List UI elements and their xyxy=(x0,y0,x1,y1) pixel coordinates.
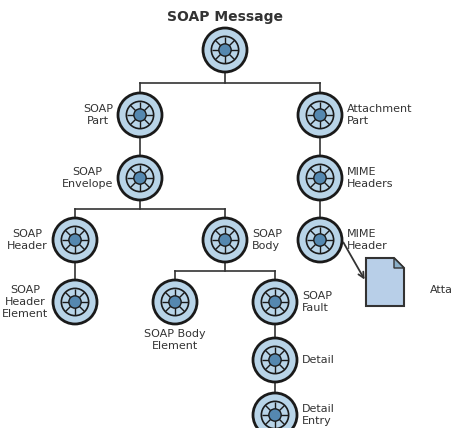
Ellipse shape xyxy=(126,101,154,129)
Ellipse shape xyxy=(153,280,197,324)
Ellipse shape xyxy=(61,288,89,315)
Ellipse shape xyxy=(134,109,146,121)
Ellipse shape xyxy=(69,234,81,246)
Text: MIME
Headers: MIME Headers xyxy=(347,167,394,189)
Text: MIME
Header: MIME Header xyxy=(347,229,388,251)
Text: SOAP Body
Element: SOAP Body Element xyxy=(144,329,206,351)
Ellipse shape xyxy=(134,172,146,184)
Ellipse shape xyxy=(118,93,162,137)
Text: SOAP
Fault: SOAP Fault xyxy=(302,291,332,313)
Ellipse shape xyxy=(118,156,162,200)
Ellipse shape xyxy=(161,288,189,315)
Ellipse shape xyxy=(314,172,326,184)
Ellipse shape xyxy=(306,164,334,192)
Ellipse shape xyxy=(262,346,289,374)
Ellipse shape xyxy=(212,226,239,254)
Ellipse shape xyxy=(253,393,297,428)
Text: SOAP
Body: SOAP Body xyxy=(252,229,282,251)
Ellipse shape xyxy=(269,409,281,421)
Ellipse shape xyxy=(203,28,247,72)
Text: Attachment: Attachment xyxy=(430,285,451,295)
Ellipse shape xyxy=(269,354,281,366)
Polygon shape xyxy=(366,258,404,306)
Ellipse shape xyxy=(298,93,342,137)
Ellipse shape xyxy=(169,296,181,308)
Ellipse shape xyxy=(203,218,247,262)
Ellipse shape xyxy=(219,44,231,56)
Polygon shape xyxy=(394,258,404,268)
Ellipse shape xyxy=(306,226,334,254)
Ellipse shape xyxy=(298,156,342,200)
Text: Attachment
Part: Attachment Part xyxy=(347,104,413,126)
Ellipse shape xyxy=(212,36,239,64)
Ellipse shape xyxy=(69,296,81,308)
Ellipse shape xyxy=(314,109,326,121)
Ellipse shape xyxy=(53,218,97,262)
Ellipse shape xyxy=(61,226,89,254)
Text: SOAP
Part: SOAP Part xyxy=(83,104,113,126)
Text: Detail
Entry: Detail Entry xyxy=(302,404,335,426)
Text: Detail: Detail xyxy=(302,355,335,365)
Ellipse shape xyxy=(219,234,231,246)
Ellipse shape xyxy=(126,164,154,192)
Ellipse shape xyxy=(262,401,289,428)
Ellipse shape xyxy=(306,101,334,129)
Ellipse shape xyxy=(269,296,281,308)
Ellipse shape xyxy=(253,338,297,382)
Ellipse shape xyxy=(253,280,297,324)
Ellipse shape xyxy=(262,288,289,315)
Text: SOAP
Header: SOAP Header xyxy=(7,229,48,251)
Ellipse shape xyxy=(53,280,97,324)
Ellipse shape xyxy=(298,218,342,262)
Ellipse shape xyxy=(314,234,326,246)
Text: SOAP
Envelope: SOAP Envelope xyxy=(62,167,113,189)
Text: SOAP
Header
Element: SOAP Header Element xyxy=(2,285,48,318)
Text: SOAP Message: SOAP Message xyxy=(167,10,283,24)
